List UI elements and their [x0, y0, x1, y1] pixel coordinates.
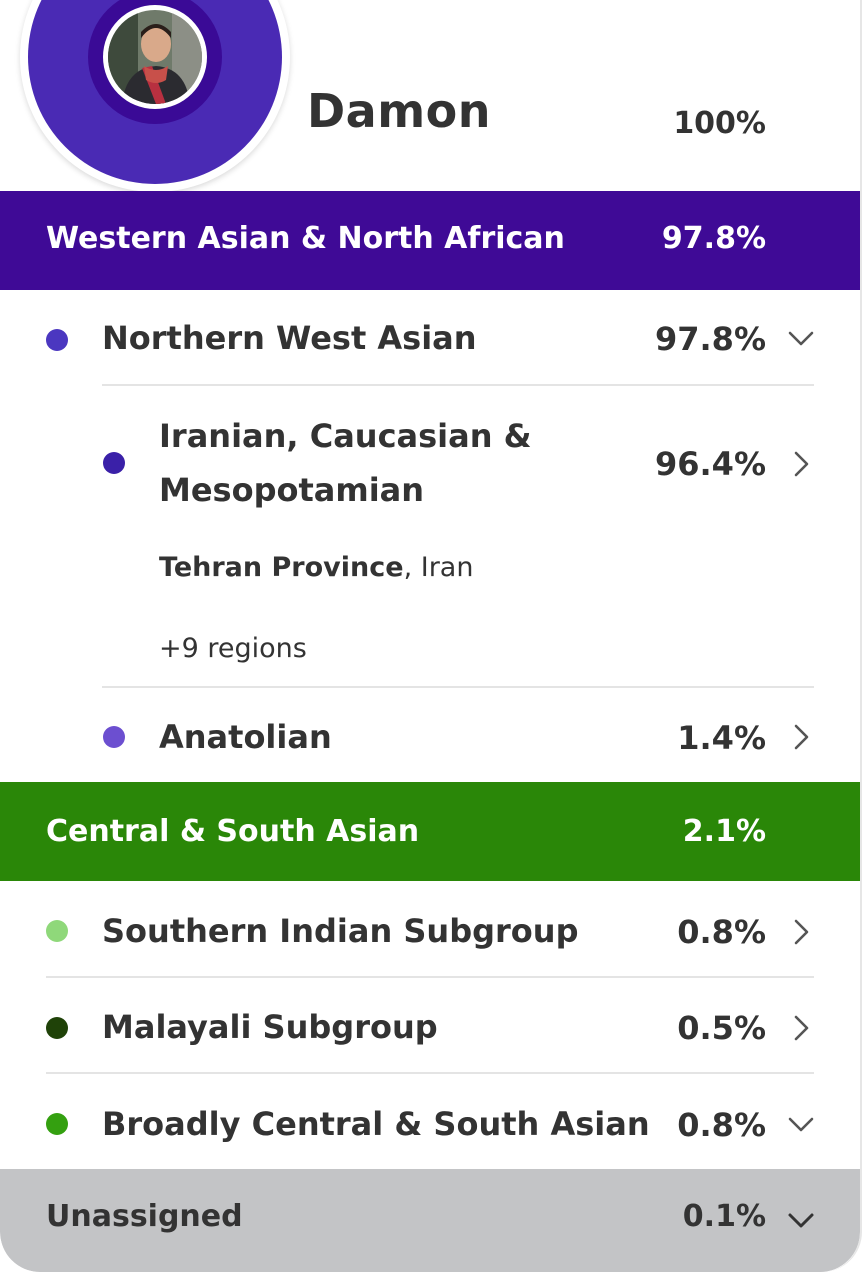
top-region-name: Tehran Province — [159, 552, 404, 583]
profile-name: Damon — [307, 84, 492, 138]
chevron-down-icon[interactable] — [786, 323, 816, 353]
row-percent: 96.4% — [654, 445, 766, 483]
divider — [46, 976, 814, 978]
group-label: Western Asian & North African — [46, 221, 565, 256]
divider — [102, 686, 814, 688]
legend-dot — [46, 1017, 68, 1039]
row-label: Malayali Subgroup — [102, 1008, 438, 1046]
chevron-right-icon[interactable] — [786, 1013, 816, 1043]
profile-photo — [108, 10, 202, 104]
chevron-down-icon[interactable] — [786, 1109, 816, 1139]
top-region-country: , Iran — [403, 552, 474, 583]
legend-dot — [46, 1113, 68, 1135]
more-regions-link[interactable]: +9 regions — [159, 633, 307, 664]
group-label: Central & South Asian — [46, 814, 420, 849]
row-broadly-central-south-asian[interactable]: Broadly Central & South Asian 0.8% — [0, 1074, 860, 1169]
row-anatolian[interactable]: Anatolian 1.4% — [0, 688, 860, 782]
divider — [102, 384, 814, 386]
row-percent: 0.5% — [677, 1009, 766, 1047]
chevron-right-icon[interactable] — [786, 449, 816, 479]
legend-dot — [103, 452, 125, 474]
ancestry-donut-chart — [20, 0, 290, 192]
row-label: Northern West Asian — [102, 319, 477, 357]
group-band-central-south-asian: Central & South Asian 2.1% — [0, 782, 860, 881]
chevron-down-icon[interactable] — [786, 1205, 816, 1235]
group-percent: 2.1% — [682, 814, 766, 849]
group-percent: 97.8% — [661, 221, 766, 256]
chevron-right-icon[interactable] — [786, 722, 816, 752]
legend-dot — [46, 329, 68, 351]
row-label-line2: Mesopotamian — [159, 471, 425, 509]
row-percent: 1.4% — [677, 719, 766, 757]
group-band-western-asian: Western Asian & North African 97.8% — [0, 191, 860, 290]
chevron-right-icon[interactable] — [786, 917, 816, 947]
row-southern-indian-subgroup[interactable]: Southern Indian Subgroup 0.8% — [0, 881, 860, 977]
group-band-unassigned[interactable]: Unassigned 0.1% — [0, 1169, 860, 1272]
avatar-ring — [88, 0, 222, 124]
row-percent: 0.8% — [677, 1106, 766, 1144]
row-iranian-caucasian-mesopotamian[interactable]: Iranian, Caucasian & Mesopotamian 96.4% … — [0, 386, 860, 686]
donut-ring — [28, 0, 282, 184]
row-malayali-subgroup[interactable]: Malayali Subgroup 0.5% — [0, 978, 860, 1073]
group-percent: 0.1% — [682, 1199, 766, 1234]
row-percent: 97.8% — [654, 320, 766, 358]
group-label: Unassigned — [46, 1199, 243, 1234]
divider — [46, 1072, 814, 1074]
row-label: Southern Indian Subgroup — [102, 912, 579, 950]
row-percent: 0.8% — [677, 913, 766, 951]
row-label: Broadly Central & South Asian — [102, 1105, 650, 1143]
row-northern-west-asian[interactable]: Northern West Asian 97.8% — [0, 290, 860, 385]
legend-dot — [103, 726, 125, 748]
top-region: Tehran Province, Iran — [159, 552, 473, 583]
row-label: Anatolian — [159, 718, 332, 756]
avatar — [103, 5, 207, 109]
row-label-line1: Iranian, Caucasian & — [159, 417, 532, 455]
legend-dot — [46, 920, 68, 942]
total-percent: 100% — [673, 106, 766, 141]
